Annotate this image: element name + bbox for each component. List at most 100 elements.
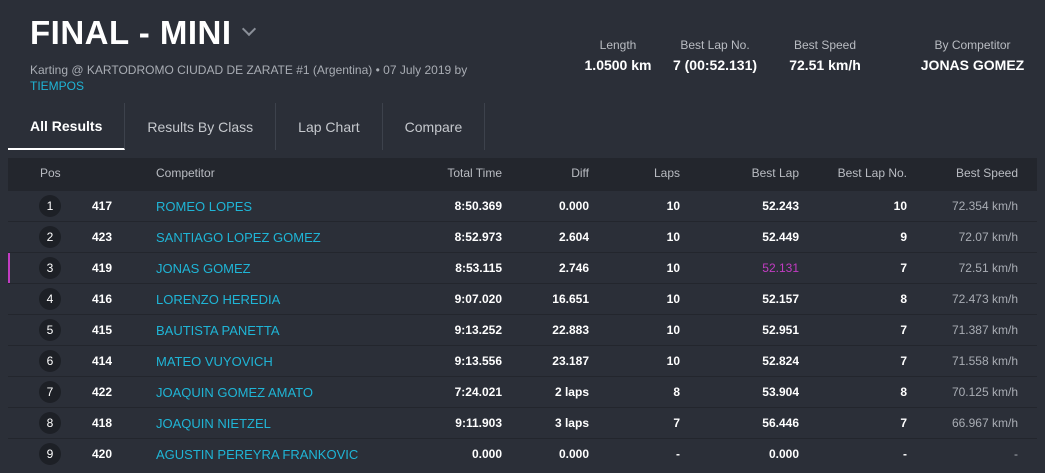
kart-number: 422 [92, 385, 113, 399]
best-lap: 52.951 [762, 323, 799, 337]
stat-label: Best Lap No. [680, 38, 750, 52]
tab-compare[interactable]: Compare [383, 103, 486, 150]
tab-lap-chart[interactable]: Lap Chart [276, 103, 383, 150]
table-row[interactable]: 8 418 JOAQUIN NIETZEL 9:11.903 3 laps 7 56.446… [8, 407, 1037, 438]
col-total-time[interactable]: Total Time [447, 166, 502, 180]
stat-value: 7 (00:52.131) [672, 57, 758, 73]
chevron-down-icon[interactable] [241, 21, 256, 37]
competitor-link[interactable]: ROMEO LOPES [156, 199, 253, 214]
total-time: 9:13.556 [454, 354, 502, 368]
table-row[interactable]: 7 422 JOAQUIN GOMEZ AMATO 7:24.021 2 laps 8 53… [8, 376, 1037, 407]
session-subtitle: Karting @ KARTODROMO CIUDAD DE ZARATE #1… [30, 62, 510, 94]
best-lap-no: 9 [900, 230, 907, 244]
organizer-link[interactable]: TIEMPOS [30, 79, 85, 93]
col-competitor[interactable]: Competitor [156, 166, 215, 180]
best-lap: 0.000 [768, 447, 799, 461]
competitor-link[interactable]: JOAQUIN NIETZEL [156, 416, 271, 431]
diff: 16.651 [552, 292, 589, 306]
diff: 2 laps [554, 385, 589, 399]
diff: 2.746 [558, 261, 589, 275]
position-cell: 8 [38, 412, 62, 434]
total-time: 8:50.369 [454, 199, 502, 213]
col-best-lap-no[interactable]: Best Lap No. [837, 166, 907, 180]
kart-number: 416 [92, 292, 113, 306]
competitor-link[interactable]: MATEO VUYOVICH [156, 354, 273, 369]
position-cell: 2 [38, 226, 62, 248]
position-cell: 5 [38, 319, 62, 341]
table-row[interactable]: 2 423 SANTIAGO LOPEZ GOMEZ 8:52.973 2.604 10 5… [8, 221, 1037, 252]
table-row[interactable]: 3 419 JONAS GOMEZ 8:53.115 2.746 10 52.131 7 72.… [8, 252, 1037, 283]
position-badge: 4 [39, 288, 61, 310]
best-lap: 52.243 [762, 199, 799, 213]
best-lap-no: 7 [900, 354, 907, 368]
stat-value: 72.51 km/h [789, 57, 861, 73]
page-header: FINAL - MINI Karting @ KARTODROMO CIUDAD… [0, 0, 1045, 100]
competitor-link[interactable]: JONAS GOMEZ [156, 261, 251, 276]
position-cell: 3 [38, 257, 62, 279]
diff: 23.187 [552, 354, 589, 368]
kart-number: 419 [92, 261, 113, 275]
laps: 8 [673, 385, 680, 399]
best-speed: 71.387 km/h [951, 323, 1018, 337]
col-diff[interactable]: Diff [571, 166, 589, 180]
best-lap: 52.131 [762, 261, 799, 275]
best-lap: 56.446 [762, 416, 799, 430]
table-row[interactable]: 9 420 AGUSTIN PEREYRA FRANKOVIC 0.000 0.000 -… [8, 438, 1037, 469]
best-lap: 52.157 [762, 292, 799, 306]
table-row[interactable]: 1 417 ROMEO LOPES 8:50.369 0.000 10 52.243 10 72… [8, 190, 1037, 221]
session-title-text: FINAL - MINI [30, 14, 232, 51]
diff: 0.000 [558, 447, 589, 461]
position-badge: 7 [39, 381, 61, 403]
col-best-speed[interactable]: Best Speed [955, 166, 1018, 180]
competitor-link[interactable]: LORENZO HEREDIA [156, 292, 281, 307]
best-lap-no: 8 [900, 385, 907, 399]
position-badge: 1 [39, 195, 61, 217]
laps: 10 [666, 199, 680, 213]
best-lap: 53.904 [762, 385, 799, 399]
col-laps[interactable]: Laps [653, 166, 680, 180]
best-speed: 72.354 km/h [951, 199, 1018, 213]
results-table: Pos Competitor Total Time Diff Laps Best… [8, 158, 1037, 469]
diff: 3 laps [554, 416, 589, 430]
best-lap-no: 8 [900, 292, 907, 306]
best-speed: 72.07 km/h [958, 230, 1018, 244]
competitor-link[interactable]: JOAQUIN GOMEZ AMATO [156, 385, 313, 400]
position-badge: 5 [39, 319, 61, 341]
best-lap-no: 7 [900, 323, 907, 337]
laps: 10 [666, 230, 680, 244]
col-pos[interactable]: Pos [40, 166, 61, 180]
best-lap-no: 7 [900, 416, 907, 430]
total-time: 9:11.903 [455, 416, 502, 430]
position-cell: 6 [38, 350, 62, 372]
event-info: Karting @ KARTODROMO CIUDAD DE ZARATE #1… [30, 63, 468, 77]
position-cell: 4 [38, 288, 62, 310]
best-speed: 72.473 km/h [951, 292, 1018, 306]
best-lap-no: - [903, 447, 907, 461]
diff: 0.000 [558, 199, 589, 213]
table-row[interactable]: 6 414 MATEO VUYOVICH 9:13.556 23.187 10 52.824… [8, 345, 1037, 376]
best-lap: 52.449 [762, 230, 799, 244]
diff: 22.883 [552, 323, 589, 337]
total-time: 7:24.021 [454, 385, 502, 399]
stat-best-speed: Best Speed 72.51 km/h [775, 38, 875, 73]
competitor-link[interactable]: AGUSTIN PEREYRA FRANKOVIC [156, 447, 359, 462]
table-row[interactable]: 5 415 BAUTISTA PANETTA 9:13.252 22.883 10 52.9… [8, 314, 1037, 345]
competitor-link[interactable]: SANTIAGO LOPEZ GOMEZ [156, 230, 321, 245]
best-lap: 52.824 [762, 354, 799, 368]
best-lap-no: 10 [893, 199, 907, 213]
position-cell: 9 [38, 443, 62, 465]
total-time: 9:07.020 [454, 292, 502, 306]
competitor-link[interactable]: BAUTISTA PANETTA [156, 323, 280, 338]
session-title[interactable]: FINAL - MINI [30, 14, 256, 52]
kart-number: 418 [92, 416, 113, 430]
laps: - [676, 447, 680, 461]
table-body: 1 417 ROMEO LOPES 8:50.369 0.000 10 52.243 10 72… [8, 190, 1037, 469]
diff: 2.604 [558, 230, 589, 244]
position-badge: 9 [39, 443, 61, 465]
table-row[interactable]: 4 416 LORENZO HEREDIA 9:07.020 16.651 10 52.15… [8, 283, 1037, 314]
col-best-lap[interactable]: Best Lap [751, 166, 799, 180]
tab-results-by-class[interactable]: Results By Class [125, 103, 277, 150]
best-speed: 72.51 km/h [958, 261, 1018, 275]
tab-all-results[interactable]: All Results [8, 103, 126, 150]
stat-length: Length 1.0500 km [573, 38, 663, 73]
